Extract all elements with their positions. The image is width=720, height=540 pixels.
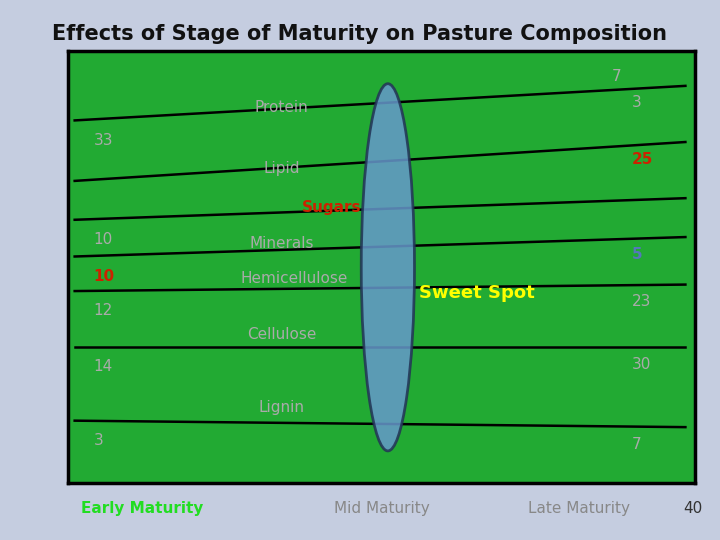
Text: Protein: Protein [254,100,308,115]
Text: 30: 30 [632,357,652,372]
Text: Early Maturity: Early Maturity [81,501,203,516]
Text: Sweet Spot: Sweet Spot [419,284,535,302]
Text: Effects of Stage of Maturity on Pasture Composition: Effects of Stage of Maturity on Pasture … [53,24,667,44]
Text: 25: 25 [632,152,654,166]
Text: Cellulose: Cellulose [247,327,316,342]
Text: 23: 23 [632,294,652,309]
Text: 14: 14 [94,359,113,374]
Text: Mid Maturity: Mid Maturity [334,501,429,516]
Text: Lipid: Lipid [263,161,300,176]
Text: 3: 3 [632,96,642,110]
Text: 7: 7 [632,437,642,451]
Text: 3: 3 [94,433,103,448]
Text: Hemicellulose: Hemicellulose [240,271,348,286]
Text: 40: 40 [683,501,702,516]
Text: Sugars: Sugars [302,200,361,214]
Text: Lignin: Lignin [258,401,305,415]
Text: 7: 7 [612,69,621,84]
Text: 5: 5 [632,247,643,261]
Ellipse shape [361,84,415,451]
Text: 12: 12 [94,303,113,318]
Text: Late Maturity: Late Maturity [528,501,630,516]
Text: 10: 10 [94,232,113,247]
Text: 10: 10 [94,268,114,284]
Text: 33: 33 [94,132,113,147]
Text: Minerals: Minerals [249,237,314,251]
